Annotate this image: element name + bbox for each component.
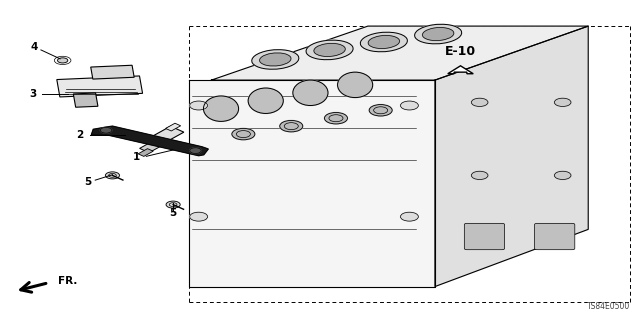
Circle shape bbox=[189, 212, 207, 221]
Text: E-10: E-10 bbox=[445, 45, 476, 58]
Ellipse shape bbox=[415, 24, 461, 44]
Polygon shape bbox=[211, 26, 588, 80]
Ellipse shape bbox=[260, 53, 291, 66]
Ellipse shape bbox=[360, 32, 408, 52]
Ellipse shape bbox=[337, 72, 372, 98]
Text: 4: 4 bbox=[30, 42, 38, 52]
Polygon shape bbox=[74, 93, 98, 107]
Circle shape bbox=[554, 98, 571, 107]
Polygon shape bbox=[57, 76, 143, 97]
Circle shape bbox=[232, 128, 255, 140]
Circle shape bbox=[401, 101, 419, 110]
Circle shape bbox=[280, 121, 303, 132]
Circle shape bbox=[58, 58, 68, 63]
Polygon shape bbox=[166, 123, 180, 131]
Text: 5: 5 bbox=[170, 208, 177, 218]
Polygon shape bbox=[435, 26, 588, 286]
Text: TS84E0500: TS84E0500 bbox=[586, 302, 630, 311]
Text: 1: 1 bbox=[133, 152, 140, 162]
Text: 5: 5 bbox=[84, 177, 91, 187]
Polygon shape bbox=[189, 80, 435, 286]
Circle shape bbox=[189, 101, 207, 110]
Polygon shape bbox=[138, 149, 153, 156]
Ellipse shape bbox=[248, 88, 284, 114]
Ellipse shape bbox=[368, 35, 399, 48]
Polygon shape bbox=[92, 126, 208, 156]
Text: 3: 3 bbox=[29, 89, 36, 100]
Circle shape bbox=[554, 171, 571, 180]
Text: FR.: FR. bbox=[58, 276, 77, 286]
Polygon shape bbox=[147, 126, 184, 145]
Circle shape bbox=[106, 172, 120, 179]
Circle shape bbox=[369, 105, 392, 116]
Circle shape bbox=[471, 98, 488, 107]
FancyBboxPatch shape bbox=[534, 223, 575, 250]
Ellipse shape bbox=[422, 27, 454, 41]
Circle shape bbox=[324, 113, 348, 124]
Circle shape bbox=[100, 127, 112, 133]
Circle shape bbox=[471, 171, 488, 180]
Polygon shape bbox=[140, 138, 168, 153]
Polygon shape bbox=[91, 65, 134, 79]
Ellipse shape bbox=[314, 43, 345, 56]
Ellipse shape bbox=[252, 50, 299, 69]
Circle shape bbox=[166, 201, 180, 208]
Text: 2: 2 bbox=[76, 130, 83, 140]
Ellipse shape bbox=[204, 96, 239, 122]
Circle shape bbox=[189, 148, 201, 153]
FancyArrow shape bbox=[448, 66, 473, 74]
Circle shape bbox=[401, 212, 419, 221]
FancyBboxPatch shape bbox=[465, 223, 504, 250]
Ellipse shape bbox=[306, 40, 353, 60]
Ellipse shape bbox=[293, 80, 328, 106]
